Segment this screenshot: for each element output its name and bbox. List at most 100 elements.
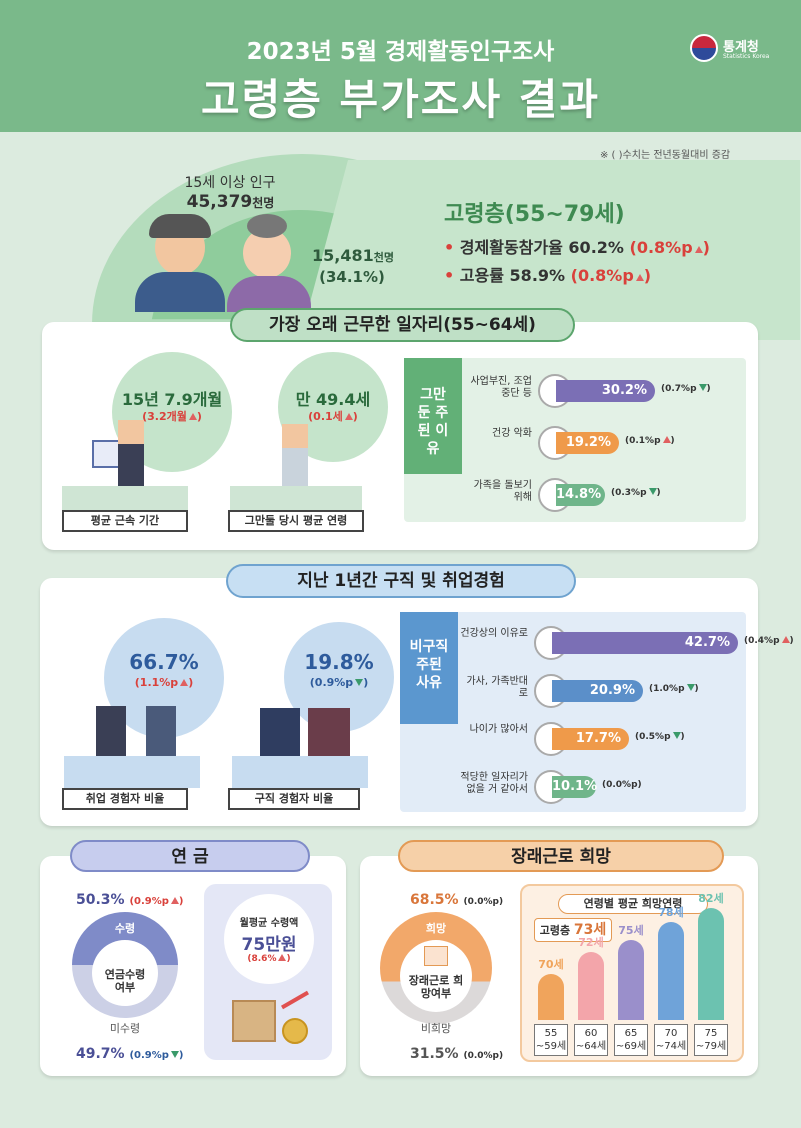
header-subtitle: 2023년 5월 경제활동인구조사 — [246, 39, 555, 65]
quit-reason-change-value: (0.3%p — [611, 488, 647, 498]
non-seek-reason-bar: 17.7% — [552, 728, 629, 750]
non-seek-reason-label: 적당한 일자리가 없을 거 같아서 — [460, 772, 528, 795]
pension-not-received-change: (0.9%p — [129, 1050, 169, 1061]
employment-exp-change: (1.1%p) — [134, 676, 194, 689]
quit-reason-bar: 14.8% — [556, 484, 605, 506]
age-chart-title: 연령별 평균 희망연령 — [558, 894, 708, 914]
population-unit: 천명 — [252, 196, 275, 210]
quit-reason-change: (0.7%p) — [661, 384, 711, 394]
hope-yes-change: (0.0%p) — [463, 897, 504, 907]
quit-reason-bar: 19.2% — [556, 432, 619, 454]
non-seek-reason-label: 나이가 많아서 — [469, 724, 528, 735]
down-arrow-icon — [648, 488, 657, 495]
hope-yes-row: 68.5% (0.0%p) — [410, 892, 503, 908]
up-arrow-icon — [694, 246, 703, 253]
monthly-pension-value: 75만원 — [241, 935, 297, 955]
participation-label: 경제활동참가율 — [459, 238, 563, 257]
up-arrow-icon — [781, 636, 790, 643]
up-arrow-icon — [635, 274, 644, 281]
monthly-pension-change-value: (8.6% — [247, 954, 277, 964]
non-seek-reason-change-value: (1.0%p — [649, 684, 685, 694]
quit-reason-change: (0.3%p) — [611, 488, 661, 498]
pension-center-label: 연금수령 여부 — [92, 940, 158, 1006]
age-group-label: 55 ~59세 — [534, 1024, 568, 1056]
pension-not-received-label: 미수령 — [109, 1022, 141, 1035]
non-seek-reason-label: 건강상의 이유로 — [460, 628, 528, 639]
tenure-change-value: (3.2개월 — [142, 410, 187, 423]
age-bar-value: 82세 — [698, 892, 724, 905]
up-arrow-icon — [662, 436, 671, 443]
age-group-label: 65 ~69세 — [614, 1024, 648, 1056]
job-seek-change-value: (0.9%p — [309, 676, 354, 689]
pension-not-received-row: 49.7% (0.9%p) — [76, 1046, 184, 1062]
statistics-korea-logo-icon — [690, 34, 718, 62]
logo-text: 통계청 — [723, 40, 759, 55]
quit-reason-change-value: (0.7%p — [661, 384, 697, 394]
employment-change: (0.8%p — [570, 266, 634, 285]
tenure-value: 15년 7.9개월 — [121, 390, 223, 409]
elderly-couple-icon — [135, 210, 315, 312]
page-title: 고령층 부가조사 결과 — [200, 75, 600, 124]
up-arrow-icon — [278, 954, 287, 961]
non-seek-reason-bar: 20.9% — [552, 680, 643, 702]
age-bar-value: 72세 — [578, 936, 604, 949]
job-seek-value: 19.8% — [304, 650, 374, 674]
non-seek-reason-change-value: (0.0%p) — [602, 780, 642, 790]
down-arrow-icon — [686, 684, 695, 691]
employment-label: 고용률 — [459, 266, 504, 285]
retire-age-label: 그만둘 당시 평균 연령 — [228, 510, 364, 532]
monthly-pension-bubble — [224, 894, 314, 984]
participation-value: 60.2% — [568, 238, 624, 257]
retire-age-value: 만 49.4세 — [295, 390, 371, 409]
elderly-title: 고령층(55~79세) — [444, 202, 625, 227]
non-seek-title: 비구직 주된 사유 — [400, 612, 458, 724]
calendar-icon — [92, 440, 120, 468]
employment-exp-label: 취업 경험자 비율 — [62, 788, 188, 810]
job-section-title: 가장 오래 근무한 일자리(55~64세) — [230, 308, 575, 342]
non-seek-reason-change-value: (0.4%p — [744, 636, 780, 646]
age-group-label: 70 ~74세 — [654, 1024, 688, 1056]
down-arrow-icon — [698, 384, 707, 391]
hope-no-change: (0.0%p) — [463, 1051, 504, 1061]
avg-age-box: 고령층 73세 — [534, 918, 612, 942]
quit-reason-change: (0.1%p) — [625, 436, 675, 446]
avg-age-label: 고령층 — [539, 924, 571, 937]
age-group-label: 75 ~79세 — [694, 1024, 728, 1056]
non-seek-reason-change-value: (0.5%p — [635, 732, 671, 742]
retire-age-change-value: (0.1세 — [308, 410, 343, 423]
non-seek-reason-bar: 42.7% — [552, 632, 738, 654]
up-arrow-icon — [180, 679, 189, 686]
monthly-pension-change: (8.6%) — [247, 954, 291, 964]
quit-reason-change-value: (0.1%p — [625, 436, 661, 446]
hope-yes-label: 희망 — [425, 922, 447, 935]
coin-icon — [282, 1018, 308, 1044]
elderly-pop-row: 15,481천명 — [298, 246, 408, 265]
monthly-pension-label: 월평균 수령액 — [239, 918, 299, 929]
pension-received-label: 수령 — [114, 922, 136, 935]
hope-yes-value: 68.5% — [410, 892, 459, 908]
retire-age-change: (0.1세) — [308, 410, 358, 423]
hope-no-label: 비희망 — [420, 1022, 452, 1035]
tenure-change: (3.2개월) — [142, 410, 202, 423]
population-value: 45,379 — [186, 192, 253, 212]
non-seek-reason-change: (0.0%p) — [602, 780, 642, 790]
non-seek-reason-bar: 10.1% — [552, 776, 597, 798]
elderly-pop-value: 15,481 — [312, 246, 374, 265]
employment-exp-change-value: (1.1%p — [134, 676, 179, 689]
hope-no-value: 31.5% — [410, 1046, 459, 1062]
elderly-pop-pct: (34.1%) — [319, 268, 385, 286]
up-arrow-icon — [170, 897, 179, 904]
header-banner — [0, 0, 801, 132]
quit-reason-label: 가족을 돌보기 위해 — [473, 480, 532, 503]
quit-reason-title: 그만 둔 주된 이유 — [404, 358, 462, 474]
hope-no-row: 31.5% (0.0%p) — [410, 1046, 503, 1062]
hope-title: 장래근로 희망 — [398, 840, 724, 872]
participation-change: (0.8%p — [629, 238, 693, 257]
age-bar-value: 75세 — [618, 924, 644, 937]
non-seek-reason-change: (0.5%p) — [635, 732, 685, 742]
age-bar-value: 78세 — [658, 906, 684, 919]
age-group-label: 60 ~64세 — [574, 1024, 608, 1056]
non-seek-reason-icon — [534, 626, 568, 660]
quit-reason-label: 사업부진, 조업중단 등 — [470, 376, 532, 399]
document-icon — [424, 946, 448, 966]
